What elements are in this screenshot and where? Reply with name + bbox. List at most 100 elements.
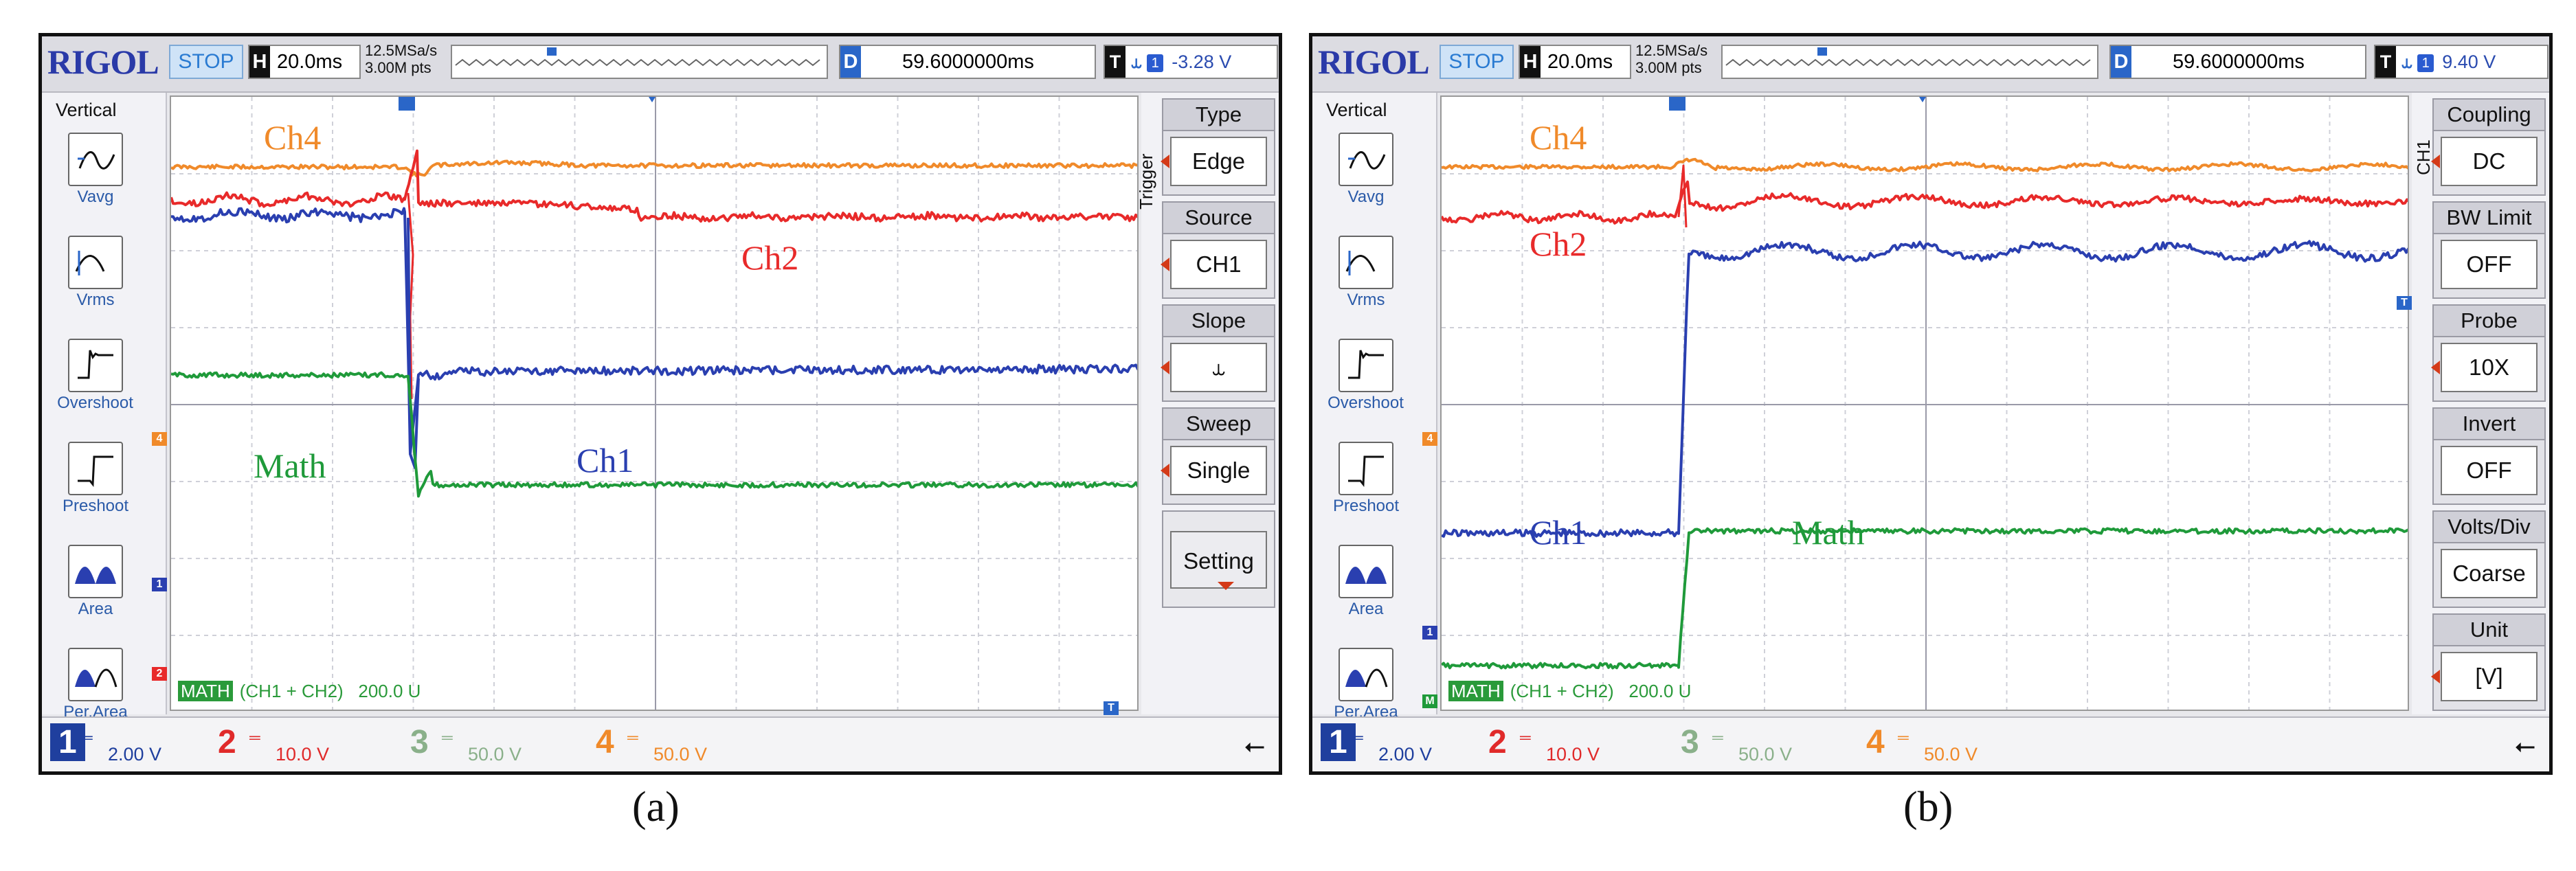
memory-depth: 3.00M pts — [365, 59, 432, 76]
measure-overshoot-button[interactable]: Overshoot — [49, 339, 142, 413]
delay-label: D — [2111, 46, 2131, 78]
measure-panel: Vertical Vavg Vrms Overshoot Preshoot Ar… — [42, 93, 167, 721]
memory-depth: 3.00M pts — [1635, 59, 1702, 76]
delay-box[interactable]: D 59.6000000ms — [839, 45, 1096, 79]
dc-coupling-icon: ═ — [1520, 729, 1531, 746]
falling-edge-icon: ⥿ — [1131, 52, 1142, 72]
vertical-title: Vertical — [1326, 100, 1387, 120]
menu-title: Trigger — [1136, 153, 1156, 210]
channel-bar: 1 ═ 2.00 V 2 ═ 10.0 V 3 ═ 50.0 V 4 ═ 50.0 V ⭠ — [1312, 716, 2549, 771]
menu-sweep[interactable]: Sweep Single — [1161, 407, 1275, 505]
trace-label-ch2: Ch2 — [1530, 225, 1587, 263]
memory-waveform-icon — [1725, 47, 2091, 67]
ch1-transient — [407, 217, 420, 469]
channel-menu: CH1 Coupling DC BW Limit OFF Probe 10X Inve… — [2412, 93, 2549, 714]
timebase-box[interactable]: H 20.0ms — [1519, 45, 1631, 79]
channel-1-tab[interactable]: 1 ═ 2.00 V — [1317, 723, 1488, 770]
oscilloscope-screen-b: RIGOL STOP H 20.0ms 12.5MSa/s 3.00M pts D 5… — [1309, 33, 2553, 775]
measure-area-button[interactable]: Area — [1332, 545, 1400, 619]
menu-unit[interactable]: Unit [V] — [2431, 613, 2546, 711]
menu-arrow-icon — [1161, 464, 1169, 477]
top-status-bar: RIGOL STOP H 20.0ms 12.5MSa/s 3.00M pts D 5… — [42, 36, 1279, 93]
menu-slope[interactable]: Slope ⥿ — [1161, 304, 1275, 402]
measure-per-area-button[interactable]: Per.Area — [61, 648, 130, 722]
menu-setting[interactable]: Setting — [1162, 510, 1275, 608]
measure-vavg-button[interactable]: Vavg — [61, 133, 130, 207]
menu-bw-limit[interactable]: BW Limit OFF — [2432, 201, 2546, 299]
caption-b: (b) — [1903, 784, 1953, 830]
sample-rate: 12.5MSa/s — [1635, 42, 1708, 59]
usb-icon: ⭠ — [1244, 732, 1265, 760]
channel-1-tab[interactable]: 1 ═ 2.00 V — [46, 723, 218, 770]
waveform-plot-b — [1442, 97, 2408, 710]
math-info: MATH (CH1 + CH2) 200.0 U — [178, 681, 421, 702]
acquisition-info: 12.5MSa/s 3.00M pts — [365, 42, 437, 76]
channel-4-tab[interactable]: 4 ═ 50.0 V — [596, 724, 708, 765]
menu-arrow-icon — [1161, 155, 1169, 168]
ch2-trace — [171, 149, 1137, 223]
channel-2-tab[interactable]: 2 ═ 10.0 V — [1488, 724, 1600, 765]
trigger-position-marker — [1669, 97, 1685, 111]
timebase-box[interactable]: H 20.0ms — [248, 45, 361, 79]
trace-label-math: Math — [254, 446, 326, 485]
menu-invert[interactable]: Invert OFF — [2432, 407, 2546, 505]
channel-2-tab[interactable]: 2 ═ 10.0 V — [218, 724, 330, 765]
menu-arrow-icon — [1161, 361, 1169, 374]
measure-vavg-button[interactable]: Vavg — [1332, 133, 1400, 207]
trigger-box[interactable]: T ⥿ 1 -3.28 V — [1104, 45, 1278, 79]
run-stop-indicator[interactable]: STOP — [169, 45, 243, 79]
ch1-offset-marker[interactable]: 1 — [1422, 626, 1437, 640]
channel-3-tab[interactable]: 3 ═ 50.0 V — [410, 724, 522, 765]
measure-preshoot-button[interactable]: Preshoot — [61, 442, 130, 516]
timebase-value: 20.0ms — [1547, 51, 1613, 73]
ch4-offset-marker[interactable]: 4 — [1422, 432, 1437, 446]
delay-box[interactable]: D 59.6000000ms — [2109, 45, 2366, 79]
trigger-box[interactable]: T ⥿ 1 9.40 V — [2374, 45, 2549, 79]
measure-area-button[interactable]: Area — [61, 545, 130, 619]
waveform-grid[interactable]: Ch4 Ch2 Ch1 Math MATH (CH1 + CH2) 200.0 U — [170, 95, 1139, 711]
dc-coupling-icon: ═ — [1712, 729, 1723, 746]
measure-vrms-button[interactable]: Vrms — [1332, 236, 1400, 310]
usb-icon: ⭠ — [2514, 732, 2535, 760]
trigger-source-badge: 1 — [2417, 54, 2434, 72]
center-marker-icon — [1919, 97, 1926, 102]
center-marker-icon — [649, 97, 656, 102]
ch4-trace — [1442, 157, 2408, 172]
menu-source[interactable]: Source CH1 — [1161, 201, 1275, 299]
menu-arrow-icon — [2431, 670, 2440, 683]
dc-coupling-icon: ═ — [1898, 729, 1909, 746]
caption-a: (a) — [632, 784, 680, 830]
measure-overshoot-button[interactable]: Overshoot — [1319, 339, 1412, 413]
math-tag: MATH — [1448, 681, 1503, 701]
trigger-level-marker[interactable]: T — [2397, 296, 2412, 310]
trigger-level-marker[interactable]: T — [1104, 701, 1119, 715]
ch4-offset-marker[interactable]: 4 — [152, 432, 167, 446]
measure-preshoot-button[interactable]: Preshoot — [1332, 442, 1400, 516]
menu-volts-div[interactable]: Volts/Div Coarse — [2432, 510, 2546, 608]
measure-vrms-button[interactable]: Vrms — [61, 236, 130, 310]
math-expression: (CH1 + CH2) — [239, 681, 344, 701]
vavg-icon — [1339, 133, 1393, 186]
rising-edge-icon: ⥿ — [2401, 52, 2412, 72]
dc-coupling-icon: ═ — [249, 729, 260, 746]
menu-probe[interactable]: Probe 10X — [2431, 304, 2546, 402]
channel-4-tab[interactable]: 4 ═ 50.0 V — [1866, 724, 1978, 765]
preshoot-icon — [1339, 442, 1393, 495]
math-offset-marker[interactable]: M — [1422, 694, 1437, 708]
dc-coupling-icon: ═ — [442, 729, 453, 746]
top-status-bar: RIGOL STOP H 20.0ms 12.5MSa/s 3.00M pts D 5… — [1312, 36, 2549, 93]
trigger-label: T — [2375, 46, 2396, 78]
area-icon — [1339, 545, 1393, 598]
trigger-level: -3.28 V — [1172, 52, 1232, 72]
measure-per-area-button[interactable]: Per.Area — [1332, 648, 1400, 722]
channel-3-tab[interactable]: 3 ═ 50.0 V — [1681, 724, 1793, 765]
horizontal-label: H — [1520, 46, 1541, 78]
ch2-offset-marker[interactable]: 2 — [152, 667, 167, 681]
brand-logo: RIGOL — [47, 43, 159, 81]
run-stop-indicator[interactable]: STOP — [1440, 45, 1514, 79]
ch1-offset-marker[interactable]: 1 — [152, 578, 167, 591]
math-trace — [1442, 527, 2408, 670]
waveform-grid[interactable]: Ch4 Ch2 Ch1 Math MATH (CH1 + CH2) 200.0 U — [1440, 95, 2409, 711]
menu-type[interactable]: Type Edge — [1161, 98, 1275, 196]
menu-coupling[interactable]: Coupling DC — [2431, 98, 2546, 196]
